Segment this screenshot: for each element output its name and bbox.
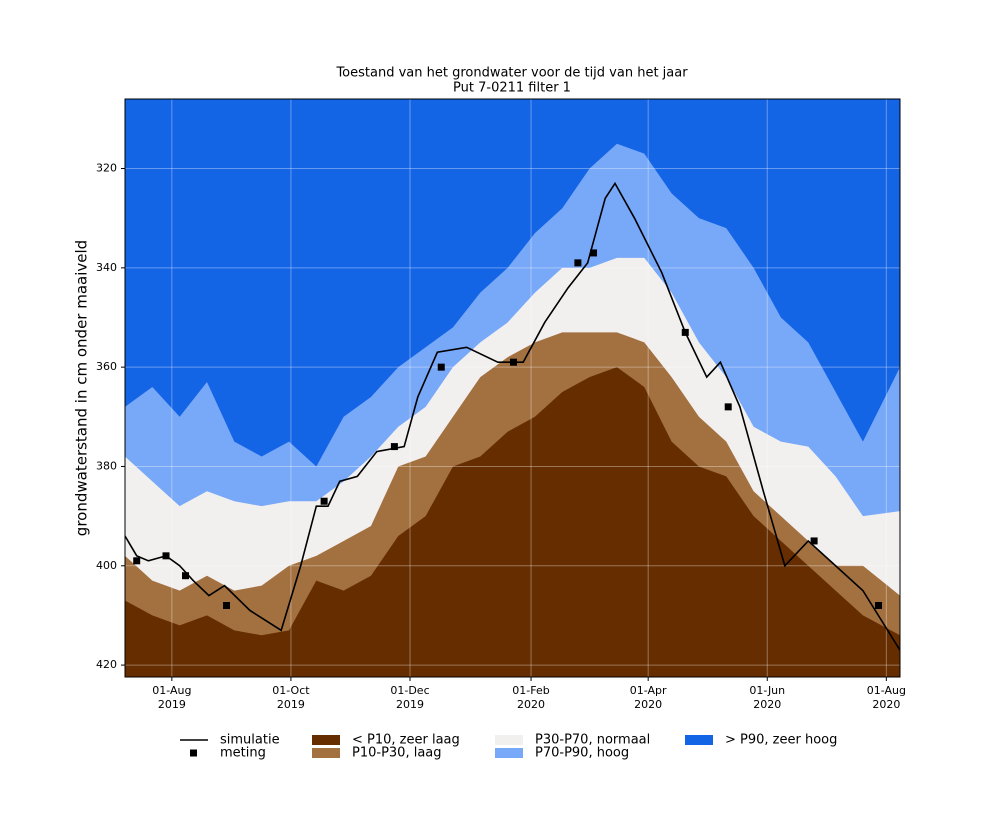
x-tick-label: 01-Apr 2020 xyxy=(629,684,667,711)
band-area xyxy=(125,367,900,677)
measurement xyxy=(509,358,517,366)
legend-patch xyxy=(495,748,523,758)
measurement xyxy=(574,259,582,267)
legend-label: P30-P70, normaal xyxy=(535,733,650,748)
plot-frame xyxy=(124,98,901,678)
legend-label: P10-P30, laag xyxy=(352,746,442,761)
measurement xyxy=(320,497,328,505)
y-tick-label: 380 xyxy=(96,459,117,472)
legend-patch xyxy=(685,735,713,745)
legend-label: < P10, zeer laag xyxy=(352,733,460,748)
measurement xyxy=(182,572,190,580)
measurement xyxy=(810,537,818,545)
measurement xyxy=(162,552,170,560)
legend-label: simulatie xyxy=(220,733,280,748)
measurement xyxy=(590,249,598,257)
chart-subtitle: Put 7-0211 filter 1 xyxy=(453,81,571,96)
y-tick-label: 320 xyxy=(96,162,117,175)
legend-label: P70-P90, hoog xyxy=(535,746,629,761)
x-tick-label: 01-Aug 2020 xyxy=(866,684,906,711)
y-tick-label: 420 xyxy=(96,658,117,671)
y-tick-label: 360 xyxy=(96,360,117,373)
legend-patch xyxy=(312,735,340,745)
simulation-line xyxy=(125,181,900,651)
measurement xyxy=(133,557,141,565)
measurement xyxy=(223,601,231,609)
measurement xyxy=(724,403,732,411)
measurement xyxy=(437,363,445,371)
measurement xyxy=(875,601,883,609)
y-tick-label: 400 xyxy=(96,559,117,572)
x-tick-label: 01-Aug 2019 xyxy=(152,684,192,711)
y-tick-label: 340 xyxy=(96,261,117,274)
x-tick-label: 01-Jun 2020 xyxy=(749,684,786,711)
x-tick-label: 01-Oct 2019 xyxy=(272,684,310,711)
measurement xyxy=(390,443,398,451)
legend-patch xyxy=(312,748,340,758)
legend-marker xyxy=(190,749,197,757)
x-tick-label: 01-Dec 2019 xyxy=(390,684,430,711)
legend-label: > P90, zeer hoog xyxy=(725,733,837,748)
legend-label: meting xyxy=(220,746,266,761)
y-axis-label: grondwaterstand in cm onder maaiveld xyxy=(73,240,91,536)
legend-patch xyxy=(495,735,523,745)
chart-title: Toestand van het grondwater voor de tijd… xyxy=(335,66,688,81)
x-tick-label: 01-Feb 2020 xyxy=(512,684,550,711)
measurement xyxy=(681,328,689,336)
